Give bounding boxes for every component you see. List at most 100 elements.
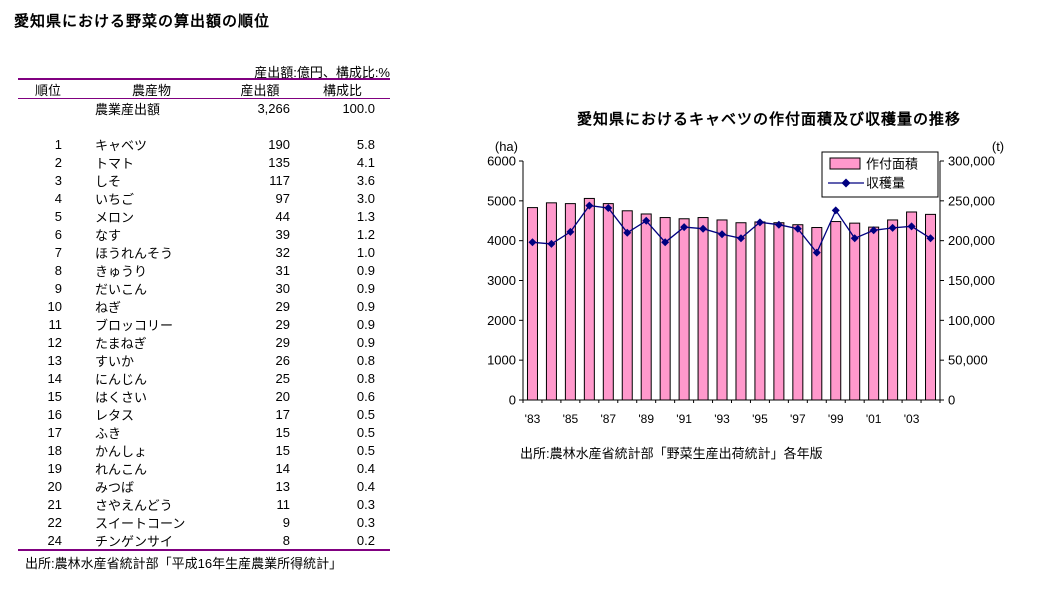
axis-tick-label: 300,000 [948, 154, 995, 169]
table-spacer [18, 116, 390, 135]
table-row: 18 かんしょ 15 0.5 [18, 441, 390, 459]
output-cell: 117 [269, 173, 290, 188]
diamond-marker [528, 238, 537, 247]
share-cell: 0.9 [356, 335, 375, 350]
output-cell: 15 [275, 425, 290, 440]
table-body: 1 キャベツ 190 5.8 2 トマト 135 4.1 3 しそ 117 3.6 4 いちご 97 3.0 5… [18, 135, 390, 551]
table-row: 10 ねぎ 29 0.9 [18, 297, 390, 315]
table-row: 24 チンゲンサイ 8 0.2 [18, 531, 390, 549]
table-source: 出所:農林水産省統計部「平成16年生産農業所得統計」 [25, 556, 343, 571]
name-cell: すいか [95, 354, 135, 369]
bar [602, 203, 614, 401]
units-note: 産出額:億円、構成比:% [254, 65, 390, 80]
table-row: 12 たまねぎ 29 0.9 [18, 333, 390, 351]
table-row: 15 はくさい 20 0.6 [18, 387, 390, 405]
share-cell: 0.8 [356, 353, 375, 368]
name-cell: かんしょ [95, 444, 148, 459]
rank-cell: 10 [47, 299, 62, 314]
bar [735, 222, 747, 401]
table-row: 7 ほうれんそう 32 1.0 [18, 243, 390, 261]
bar [830, 221, 842, 401]
axis-tick-label: '97 [790, 412, 806, 426]
harvest-line [528, 201, 935, 257]
axis-tick-label: '89 [638, 412, 654, 426]
rank-cell: 19 [47, 461, 62, 476]
output-cell: 29 [275, 317, 290, 332]
name-cell: ほうれんそう [95, 246, 174, 261]
rank-cell: 18 [47, 443, 62, 458]
table-row: 17 ふき 15 0.5 [18, 423, 390, 441]
share-cell: 0.5 [356, 425, 375, 440]
name-cell: はくさい [95, 390, 148, 405]
output-cell: 44 [275, 209, 290, 224]
axis-tick-label: 2000 [487, 313, 516, 328]
header-rank: 順位 [34, 83, 61, 98]
output-cell: 11 [276, 497, 291, 512]
output-cell: 31 [275, 263, 290, 278]
share-cell: 0.2 [356, 533, 375, 548]
bar [849, 222, 861, 401]
output-cell: 14 [275, 461, 290, 476]
diamond-marker [642, 216, 651, 225]
table-row: 4 いちご 97 3.0 [18, 189, 390, 207]
diamond-marker [623, 228, 632, 237]
ranking-table: 順位 農産物 産出額 構成比 農業産出額 3,266 100.0 1 キャベツ 19… [18, 78, 390, 551]
bar [906, 211, 918, 401]
right-axis-unit-label: (t) [991, 139, 1005, 154]
output-cell: 9 [282, 515, 290, 530]
axis-tick-label: '01 [866, 412, 882, 426]
rank-cell: 4 [54, 191, 62, 206]
rank-cell: 9 [54, 281, 62, 296]
output-cell: 3,266 [257, 101, 290, 116]
diamond-marker [547, 239, 556, 248]
output-cell: 26 [275, 353, 290, 368]
axis-tick-label: '91 [676, 412, 692, 426]
rank-cell: 7 [54, 245, 62, 260]
diamond-marker [831, 206, 840, 215]
table-row: 11 ブロッコリー 29 0.9 [18, 315, 390, 333]
harvest-polyline [532, 204, 931, 254]
bar [868, 226, 880, 401]
share-cell: 1.0 [356, 245, 375, 260]
rank-cell: 1 [54, 137, 62, 152]
harvest-swatch-diamond [841, 178, 851, 188]
output-cell: 39 [275, 227, 290, 242]
share-cell: 100.0 [342, 101, 375, 116]
axis-tick-label: 3000 [487, 273, 516, 288]
name-cell: 農業産出額 [95, 102, 161, 117]
table-row: 14 にんじん 25 0.8 [18, 369, 390, 387]
axis-tick-label: 0 [509, 393, 516, 408]
bar [621, 210, 633, 401]
axis-tick-label: 50,000 [948, 353, 988, 368]
chart-source: 出所:農林水産省統計部「野菜生産出荷統計」各年版 [520, 446, 823, 461]
table-row: 3 しそ 117 3.6 [18, 171, 390, 189]
bar [754, 221, 766, 401]
axis-tick-label: 100,000 [948, 313, 995, 328]
table-row: 16 レタス 17 0.5 [18, 405, 390, 423]
table-row: 9 だいこん 30 0.9 [18, 279, 390, 297]
name-cell: なす [95, 228, 122, 243]
name-cell: ねぎ [95, 300, 122, 315]
rank-cell: 20 [47, 479, 62, 494]
diamond-marker [850, 234, 859, 243]
share-cell: 1.2 [356, 227, 375, 242]
rank-cell: 21 [47, 497, 62, 512]
bar [792, 224, 804, 401]
diamond-marker [907, 222, 916, 231]
name-cell: キャベツ [95, 138, 148, 153]
table-header-row: 順位 農産物 産出額 構成比 [18, 78, 390, 99]
diamond-marker [736, 234, 745, 243]
axis-tick-label: '83 [525, 412, 541, 426]
table-row: 6 なす 39 1.2 [18, 225, 390, 243]
legend-label-area: 作付面積 [866, 157, 918, 172]
share-cell: 0.4 [356, 479, 375, 494]
name-cell: れんこん [95, 462, 148, 477]
rank-cell: 14 [47, 371, 62, 386]
output-cell: 15 [275, 443, 290, 458]
name-cell: スイートコーン [95, 516, 186, 531]
share-cell: 3.0 [356, 191, 375, 206]
planted-area-bars [526, 197, 937, 401]
share-cell: 4.1 [356, 155, 375, 170]
rank-cell: 5 [54, 209, 62, 224]
